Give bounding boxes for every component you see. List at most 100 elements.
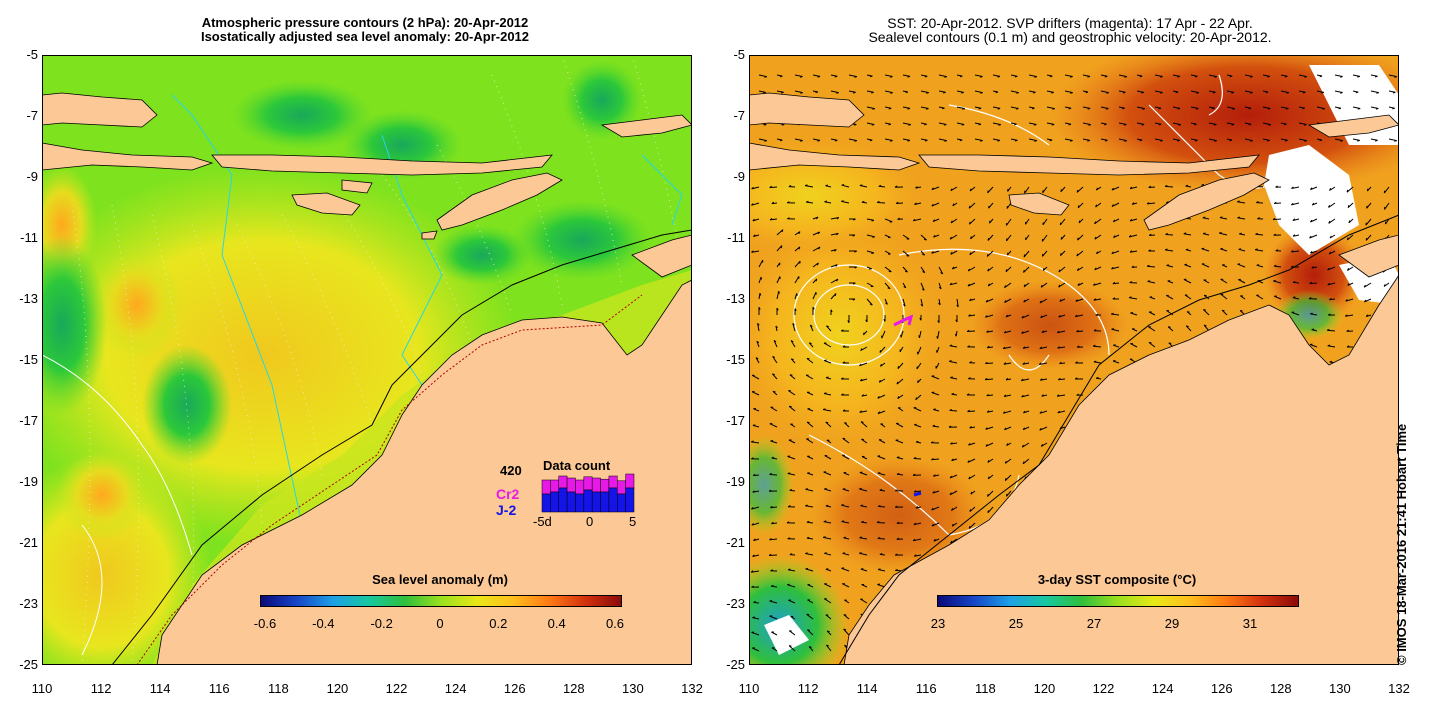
velocity-arrow (769, 474, 778, 476)
velocity-arrow (1112, 282, 1120, 285)
velocity-arrow (1184, 294, 1192, 300)
velocity-arrow-head (969, 188, 972, 192)
velocity-arrow (1130, 312, 1138, 316)
velocity-arrow (1028, 74, 1037, 78)
velocity-arrow-head (950, 540, 953, 544)
velocity-arrow (1220, 293, 1228, 300)
velocity-arrow-head (763, 124, 767, 126)
velocity-arrow-head (1052, 108, 1055, 110)
velocity-arrow (830, 138, 838, 141)
velocity-arrow-head (836, 278, 839, 282)
velocity-arrow-head (938, 302, 941, 306)
left-panel-title: Atmospheric pressure contours (2 hPa): 2… (160, 16, 570, 44)
velocity-arrow-head (781, 229, 784, 233)
velocity-arrow-head (1023, 284, 1026, 287)
velocity-arrow-head (1087, 107, 1091, 110)
velocity-arrow-head (763, 91, 766, 94)
velocity-arrow (1042, 218, 1048, 226)
velocity-arrow-head (1022, 346, 1026, 349)
velocity-arrow (1256, 294, 1264, 300)
right-title-line1: SST: 20-Apr-2012. SVP drifters (magenta)… (887, 15, 1253, 31)
velocity-arrow (1165, 185, 1174, 188)
velocity-arrow (968, 474, 976, 480)
velocity-arrow (1298, 122, 1307, 125)
velocity-arrow (1058, 314, 1066, 318)
velocity-arrow-head (1273, 201, 1277, 204)
velocity-arrow-head (1058, 284, 1061, 288)
sumba-island (291, 192, 361, 216)
velocity-arrow (1059, 218, 1066, 226)
velocity-arrow-head (1041, 253, 1044, 257)
velocity-arrow-head (787, 583, 790, 586)
velocity-arrow (1136, 122, 1145, 125)
velocity-arrow (1111, 328, 1120, 332)
velocity-arrow (876, 522, 886, 524)
velocity-arrow (842, 454, 850, 460)
velocity-arrow (1154, 122, 1162, 125)
velocity-arrow-head (860, 504, 864, 507)
velocity-arrow-head (776, 307, 779, 311)
velocity-arrow-head (978, 107, 982, 110)
velocity-arrow (843, 628, 850, 636)
velocity-arrow-head (1304, 76, 1307, 78)
velocity-arrow-head (933, 474, 936, 477)
velocity-arrow-head (1375, 139, 1378, 142)
velocity-arrow-head (825, 504, 829, 507)
australia-landmass (843, 273, 1400, 666)
velocity-arrow (1274, 202, 1282, 204)
velocity-arrow (1310, 186, 1318, 191)
velocity-arrow-head (780, 245, 783, 249)
velocity-arrow-head (1272, 217, 1276, 221)
velocity-arrow-head (967, 409, 970, 413)
velocity-arrow (1291, 186, 1300, 189)
velocity-arrow (1118, 138, 1127, 142)
right-x-tick: 124 (1151, 681, 1174, 696)
velocity-arrow-head (905, 91, 909, 94)
velocity-arrow-head (1128, 296, 1132, 299)
velocity-arrow (884, 250, 891, 255)
velocity-arrow-head (1005, 269, 1008, 272)
j2-bar (566, 491, 576, 513)
velocity-arrow-head (951, 508, 954, 511)
velocity-arrow (1111, 313, 1120, 316)
velocity-arrow-head (775, 325, 778, 329)
velocity-arrow-head (843, 536, 847, 539)
velocity-arrow-head (1146, 264, 1150, 267)
velocity-arrow (1148, 326, 1156, 332)
velocity-arrow (920, 266, 926, 273)
velocity-arrow-head (1076, 268, 1080, 271)
velocity-arrow-head (915, 440, 919, 443)
velocity-arrow-head (843, 628, 847, 631)
velocity-arrow (1094, 218, 1102, 225)
velocity-arrow-head (1031, 107, 1035, 110)
velocity-arrow (968, 442, 976, 446)
velocity-arrow-head (1060, 189, 1062, 192)
velocity-arrow-head (1146, 202, 1150, 205)
velocity-arrow-head (854, 266, 858, 269)
velocity-arrow (769, 538, 778, 541)
velocity-arrow (1148, 342, 1156, 348)
velocity-arrow (879, 346, 886, 353)
velocity-arrow (1172, 138, 1180, 141)
velocity-arrow-head (1168, 326, 1171, 328)
velocity-arrow (1112, 360, 1120, 364)
velocity-arrow-head (877, 583, 880, 585)
velocity-arrow (968, 314, 976, 317)
velocity-arrow (1280, 90, 1289, 94)
velocity-arrow-head (896, 521, 900, 524)
velocity-arrow (1004, 474, 1012, 481)
velocity-arrow (1022, 362, 1030, 365)
velocity-arrow (751, 250, 760, 253)
velocity-arrow-head (843, 614, 847, 616)
velocity-arrow-head (1319, 139, 1323, 142)
velocity-arrow-head (1194, 139, 1198, 142)
velocity-arrow-head (1141, 123, 1145, 126)
velocity-arrow (931, 458, 940, 461)
velocity-arrow-head (771, 584, 774, 587)
velocity-arrow-head (1193, 123, 1197, 126)
left-y-tick: -5 (26, 47, 38, 62)
velocity-arrow-head (1239, 310, 1243, 312)
velocity-arrow (1136, 106, 1145, 110)
velocity-arrow (938, 122, 947, 125)
velocity-arrow (1226, 90, 1234, 93)
